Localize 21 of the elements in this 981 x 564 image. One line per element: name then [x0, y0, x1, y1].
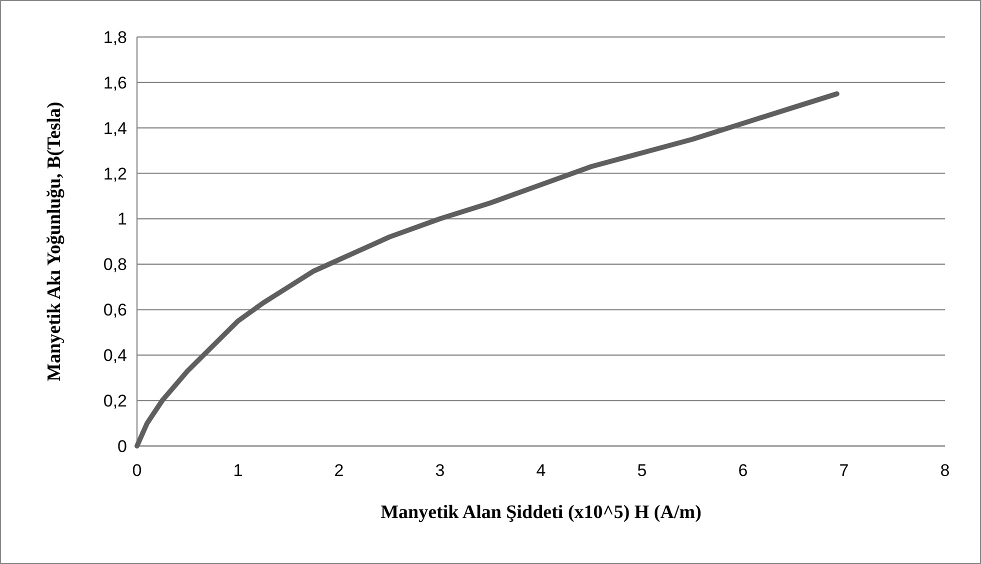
- x-tick-label: 5: [637, 461, 647, 480]
- x-tick-label: 7: [839, 461, 849, 480]
- x-axis-title: Manyetik Alan Şiddeti (x10^5) H (A/m): [380, 502, 702, 523]
- y-tick-label: 0: [118, 436, 127, 456]
- y-tick-label: 1,4: [103, 118, 127, 138]
- y-tick-label: 1,2: [103, 164, 127, 184]
- y-tick-label: 0,2: [103, 392, 127, 411]
- x-tick-label: 2: [334, 461, 344, 480]
- y-tick-label: 1,6: [103, 73, 127, 92]
- x-tick-label: 3: [435, 461, 445, 480]
- y-tick-label: 0,8: [103, 255, 127, 274]
- x-tick-label: 4: [536, 461, 546, 480]
- y-tick-label: 0,6: [103, 300, 127, 320]
- y-tick-label: 0,4: [103, 346, 127, 366]
- x-tick-label: 1: [233, 461, 243, 480]
- x-tick-label: 0: [132, 461, 142, 480]
- y-axis-title: Manyetik Akı Yoğunluğu, B(Tesla): [44, 102, 65, 382]
- x-tick-label: 6: [738, 461, 748, 480]
- y-tick-label: 1: [118, 210, 127, 229]
- y-tick-label: 1,8: [103, 28, 127, 47]
- x-tick-label: 8: [940, 461, 950, 480]
